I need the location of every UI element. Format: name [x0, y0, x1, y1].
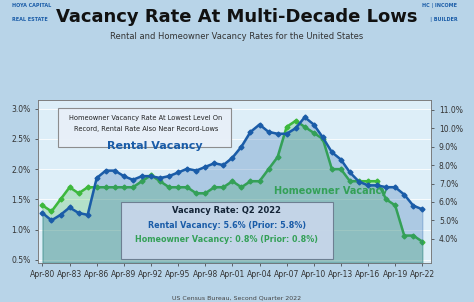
FancyBboxPatch shape: [57, 108, 231, 147]
Text: Homeowner Vacancy Rate At Lowest Level On: Homeowner Vacancy Rate At Lowest Level O…: [70, 114, 223, 120]
Text: REAL ESTATE: REAL ESTATE: [12, 17, 47, 22]
Text: Homeowner Vacancy: Homeowner Vacancy: [274, 186, 388, 196]
Text: Homeowner Vacancy: 0.8% (Prior: 0.8%): Homeowner Vacancy: 0.8% (Prior: 0.8%): [135, 235, 318, 244]
Text: HOYA CAPITAL: HOYA CAPITAL: [12, 3, 51, 8]
FancyBboxPatch shape: [120, 202, 333, 259]
Text: Vacancy Rate: Q2 2022: Vacancy Rate: Q2 2022: [172, 206, 281, 215]
Text: Rental Vacancy: 5.6% (Prior: 5.8%): Rental Vacancy: 5.6% (Prior: 5.8%): [148, 221, 306, 230]
Text: Rental and Homeowner Vacancy Rates for the United States: Rental and Homeowner Vacancy Rates for t…: [110, 32, 364, 41]
Text: US Census Bureau, Second Quarter 2022: US Census Bureau, Second Quarter 2022: [173, 295, 301, 300]
Text: | BUILDER: | BUILDER: [425, 17, 457, 22]
Text: HC | INCOME: HC | INCOME: [422, 3, 457, 8]
Text: Vacancy Rate At Multi-Decade Lows: Vacancy Rate At Multi-Decade Lows: [56, 8, 418, 26]
Text: Record, Rental Rate Also Near Record-Lows: Record, Rental Rate Also Near Record-Low…: [74, 126, 219, 132]
Text: Rental Vacancy: Rental Vacancy: [107, 141, 202, 151]
